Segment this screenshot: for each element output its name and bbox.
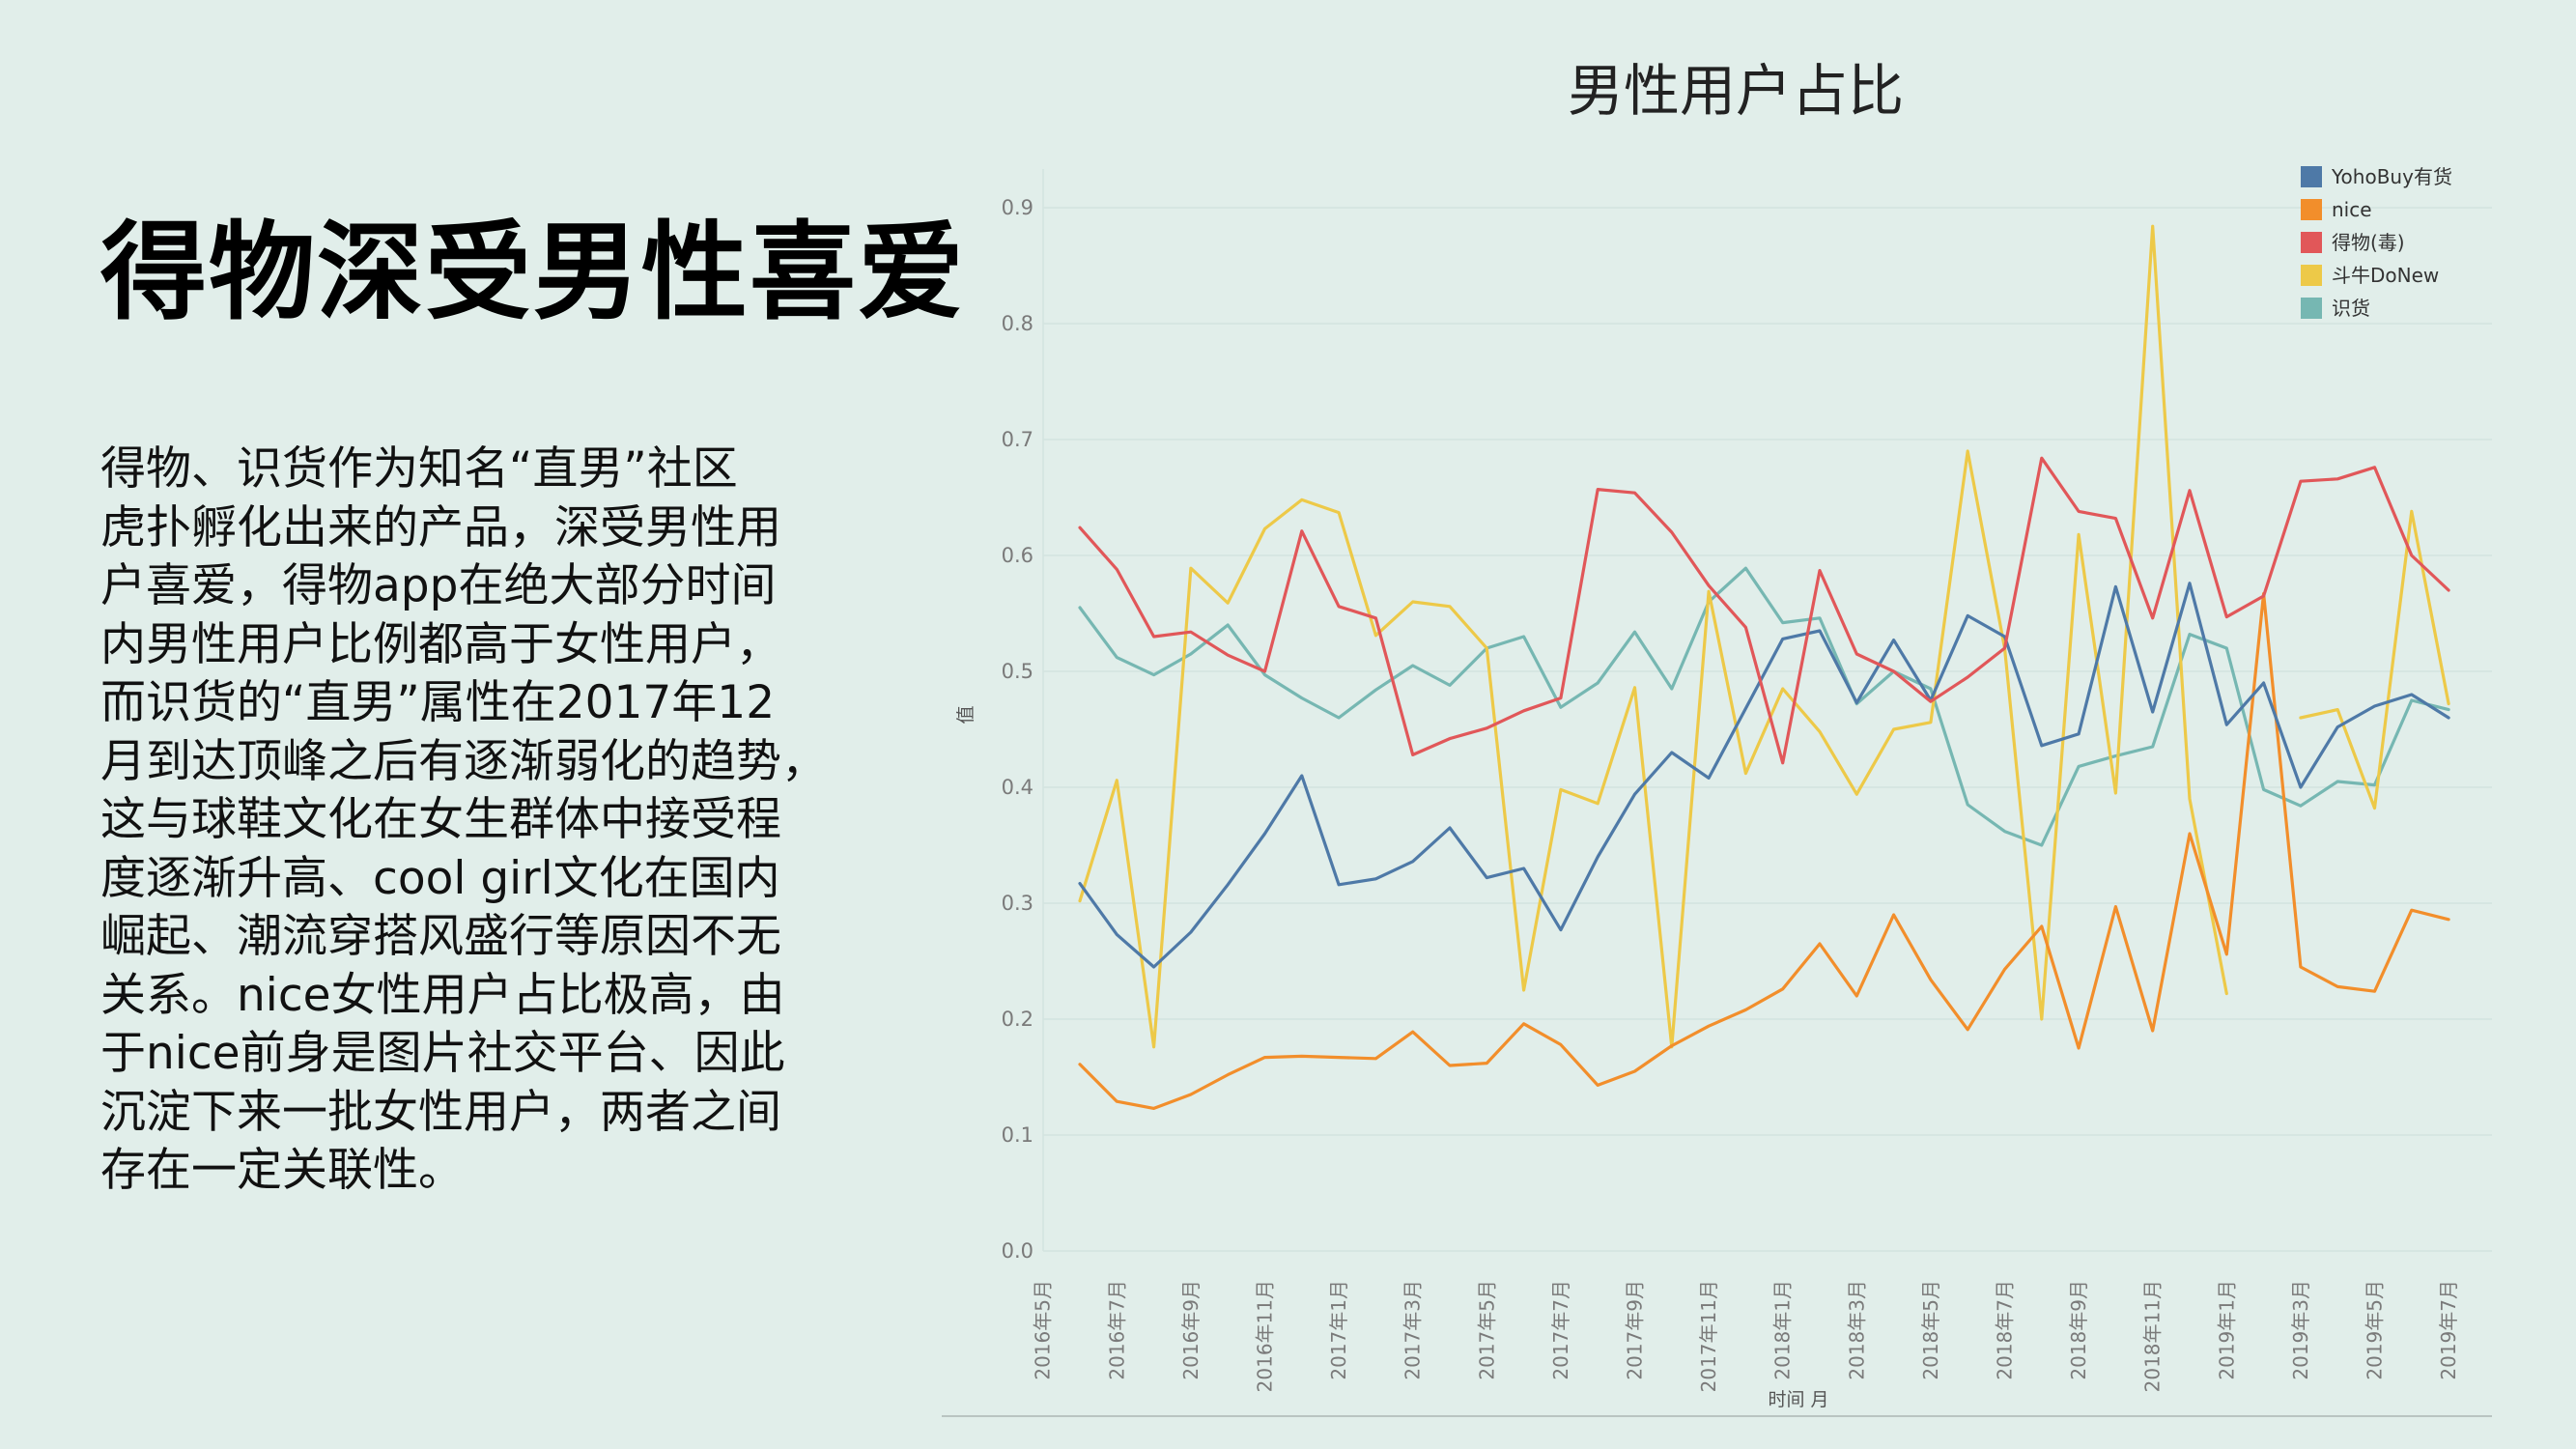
y-tick-label: 0.0 [1002, 1239, 1033, 1263]
x-tick-label: 2017年11月 [1697, 1280, 1720, 1392]
legend-label: 识货 [2332, 297, 2370, 320]
x-tick-label: 2016年11月 [1254, 1280, 1277, 1392]
y-tick-label: 0.3 [1002, 892, 1033, 915]
legend-swatch [2301, 232, 2322, 253]
body-line: 户喜爱，得物app在绝大部分时间 [100, 559, 777, 612]
x-axis-label: 时间 月 [1768, 1389, 1828, 1410]
legend-swatch [2301, 166, 2322, 187]
legend-label: 得物(毒) [2332, 231, 2405, 254]
body-line: 关系。nice女性用户占比极高，由 [100, 968, 785, 1022]
x-tick-label: 2017年3月 [1401, 1280, 1425, 1380]
y-tick-label: 0.7 [1002, 428, 1033, 451]
x-tick-label: 2018年7月 [1994, 1280, 2017, 1380]
series-line [1078, 456, 2450, 765]
body-line: 崛起、潮流穿搭风盛行等原因不无 [100, 910, 781, 963]
body-line: 月到达顶峰之后有逐渐弱化的趋势， [100, 734, 827, 788]
x-tick-label: 2018年1月 [1771, 1280, 1795, 1380]
body-line: 虎扑孵化出来的产品，深受男性用 [100, 500, 781, 554]
body-line: 存在一定关联性。 [100, 1144, 464, 1197]
x-tick-label: 2017年7月 [1549, 1280, 1572, 1380]
x-tick-label: 2019年5月 [2364, 1280, 2387, 1380]
body-line: 这与球鞋文化在女生群体中接受程 [100, 793, 781, 846]
x-tick-label: 2016年9月 [1179, 1280, 1203, 1380]
x-tick-label: 2016年7月 [1105, 1280, 1128, 1380]
series-line [1078, 591, 2450, 1111]
x-tick-label: 2019年1月 [2215, 1280, 2238, 1380]
x-tick-label: 2018年9月 [2067, 1280, 2090, 1380]
series-line [2299, 509, 2450, 810]
series-line [1078, 566, 2450, 847]
body-line: 沉淀下来一批女性用户，两者之间 [100, 1085, 781, 1139]
legend-swatch [2301, 265, 2322, 286]
x-tick-label: 2017年5月 [1475, 1280, 1498, 1380]
headline: 得物深受男性喜爱 [100, 211, 966, 334]
body-line: 得物、识货作为知名“直男”社区 [100, 442, 738, 496]
body-paragraph: 得物、识货作为知名“直男”社区 虎扑孵化出来的产品，深受男性用 户喜爱，得物ap… [100, 440, 883, 1201]
legend-label: 斗牛DoNew [2332, 264, 2439, 287]
legend-swatch [2301, 199, 2322, 220]
x-tick-label: 2018年11月 [2141, 1280, 2165, 1392]
y-tick-label: 0.8 [1002, 312, 1033, 335]
series-line [1078, 582, 2450, 969]
y-tick-label: 0.1 [1002, 1123, 1033, 1147]
body-line: 内男性用户比例都高于女性用户， [100, 617, 781, 671]
x-tick-label: 2019年7月 [2437, 1280, 2460, 1380]
body-line: 度逐渐升高、cool girl文化在国内 [100, 851, 780, 905]
legend-swatch [2301, 298, 2322, 319]
series-line [1078, 224, 2228, 1049]
y-tick-label: 0.2 [1002, 1008, 1033, 1031]
chart-title: 男性用户占比 [1568, 58, 1904, 124]
body-line: 于nice前身是图片社交平台、因此 [100, 1027, 785, 1080]
x-tick-label: 2018年3月 [1845, 1280, 1868, 1380]
body-line: 而识货的“直男”属性在2017年12 [100, 676, 776, 729]
x-tick-label: 2016年5月 [1032, 1280, 1055, 1380]
x-tick-label: 2019年3月 [2289, 1280, 2312, 1380]
legend-label: YohoBuy有货 [2331, 165, 2452, 188]
legend-label: nice [2332, 198, 2372, 221]
y-tick-label: 0.4 [1002, 776, 1033, 799]
x-tick-label: 2017年9月 [1624, 1280, 1647, 1380]
y-tick-label: 0.5 [1002, 660, 1033, 683]
x-tick-label: 2017年1月 [1327, 1280, 1350, 1380]
y-axis-label: 值 [955, 705, 977, 724]
y-tick-label: 0.9 [1002, 196, 1033, 219]
y-tick-label: 0.6 [1002, 544, 1033, 567]
x-tick-label: 2018年5月 [1919, 1280, 1942, 1380]
